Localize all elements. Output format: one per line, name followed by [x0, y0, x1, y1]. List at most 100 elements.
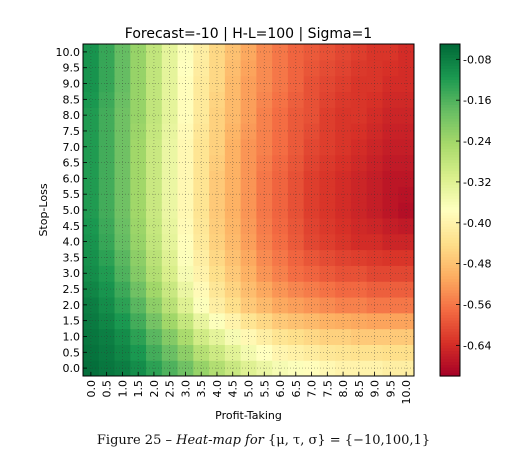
heatmap-cell	[130, 296, 147, 314]
colorbar-segment	[440, 290, 460, 294]
heatmap-cell	[98, 265, 116, 282]
heatmap-cell	[114, 138, 131, 156]
x-tick-label: 3.0	[179, 380, 192, 398]
colorbar-segment	[440, 298, 460, 302]
heatmap-cell	[161, 44, 179, 61]
heatmap-cell	[256, 138, 273, 156]
colorbar-segment	[440, 306, 460, 311]
heatmap-cell	[177, 202, 194, 219]
heatmap-cell	[319, 281, 336, 298]
heatmap-cell	[382, 233, 399, 251]
colorbar-segment	[440, 44, 460, 48]
colorbar-segment	[440, 304, 460, 308]
heatmap-cell	[224, 59, 242, 77]
heatmap-cell	[256, 107, 273, 124]
heatmap-cell	[272, 170, 289, 187]
colorbar-segment	[440, 113, 460, 117]
colorbar-segment	[440, 82, 460, 87]
heatmap-cell	[83, 328, 100, 345]
colorbar-segment	[440, 52, 460, 56]
colorbar-segment	[440, 262, 460, 266]
colorbar-segment	[440, 234, 460, 239]
colorbar-segment	[440, 276, 460, 280]
heatmap-cell	[146, 138, 163, 156]
colorbar-segment	[440, 364, 460, 369]
heatmap-cell	[287, 154, 305, 172]
colorbar-segment	[440, 115, 460, 120]
heatmap-cell	[130, 202, 147, 219]
colorbar-segment	[440, 212, 460, 217]
heatmap-cell	[256, 202, 273, 219]
y-tick-label: 6.5	[63, 157, 81, 170]
colorbar-segment	[440, 102, 460, 106]
heatmap-cell	[335, 170, 352, 187]
heatmap-cell	[209, 328, 226, 345]
y-tick-label: 4.0	[63, 236, 81, 249]
heatmap-cell	[398, 296, 414, 314]
heatmap-cell	[98, 233, 116, 251]
heatmap-cell	[256, 233, 273, 251]
y-tick-label: 2.0	[63, 299, 81, 312]
heatmap-cell	[130, 281, 147, 298]
colorbar-segment	[440, 232, 460, 236]
heatmap-cell	[224, 170, 242, 187]
heatmap-cell	[114, 170, 131, 187]
heatmap-cell	[146, 44, 163, 61]
colorbar-segment	[440, 99, 460, 103]
heatmap-cell	[382, 249, 399, 266]
heatmap-cell	[177, 44, 194, 61]
colorbar-segment	[440, 207, 460, 211]
heatmap-cell	[83, 138, 100, 156]
heatmap-cell	[366, 154, 384, 172]
heatmap-cell	[382, 107, 399, 124]
heatmap-cell	[193, 328, 210, 345]
y-tick-label: 1.5	[63, 315, 81, 328]
heatmap-cell	[83, 170, 100, 187]
colorbar-segment	[440, 240, 460, 244]
x-tick-label: 9.0	[369, 380, 382, 398]
colorbar-segment	[440, 132, 460, 136]
heatmap-cell	[130, 360, 147, 376]
x-tick-label: 4.0	[211, 380, 224, 398]
colorbar-segment	[440, 323, 460, 327]
heatmap-cell	[98, 91, 116, 108]
x-tick-label: 1.0	[116, 380, 129, 398]
heatmap-cell	[161, 107, 179, 124]
x-tick-label: 2.5	[164, 380, 177, 398]
colorbar-segment	[440, 359, 460, 363]
caption-math: {μ, τ, σ} = {−10,100,1}	[268, 433, 431, 448]
colorbar-segment	[440, 204, 460, 208]
heatmap-cell	[161, 170, 179, 187]
colorbar-segment	[440, 229, 460, 233]
heatmap-cell	[161, 344, 179, 361]
heatmap-cell	[272, 107, 289, 124]
heatmap-cell	[303, 202, 321, 219]
heatmap-cell	[303, 91, 321, 108]
heatmap-cell	[287, 138, 305, 156]
y-tick-label: 10.0	[56, 46, 81, 59]
heatmap-cell	[398, 123, 414, 140]
colorbar-segment	[440, 281, 460, 286]
heatmap-cell	[146, 233, 163, 251]
x-tick-label: 7.5	[321, 380, 334, 398]
heatmap-cell	[130, 59, 147, 77]
colorbar-segment	[440, 176, 460, 181]
colorbar-segment	[440, 135, 460, 139]
heatmap-chart: Forecast=-10 | H-L=100 | Sigma=1 0.0 0.5 1…	[37, 26, 491, 422]
heatmap-cell	[272, 202, 289, 219]
heatmap-cell	[114, 91, 131, 108]
heatmap-cell	[350, 107, 368, 124]
heatmap-cell	[240, 138, 257, 156]
heatmap-cell	[161, 138, 179, 156]
heatmap-cell	[83, 91, 100, 108]
heatmap-cell	[382, 265, 399, 282]
heatmap-cell	[146, 123, 163, 140]
heatmap-cell	[130, 344, 147, 361]
heatmap-cell	[209, 59, 226, 77]
heatmap-cell	[209, 312, 226, 330]
heatmap-cell	[209, 107, 226, 124]
colorbar-segment	[440, 320, 460, 325]
heatmap-cell	[177, 107, 194, 124]
heatmap-cell	[319, 328, 336, 345]
heatmap-cell	[161, 265, 179, 282]
